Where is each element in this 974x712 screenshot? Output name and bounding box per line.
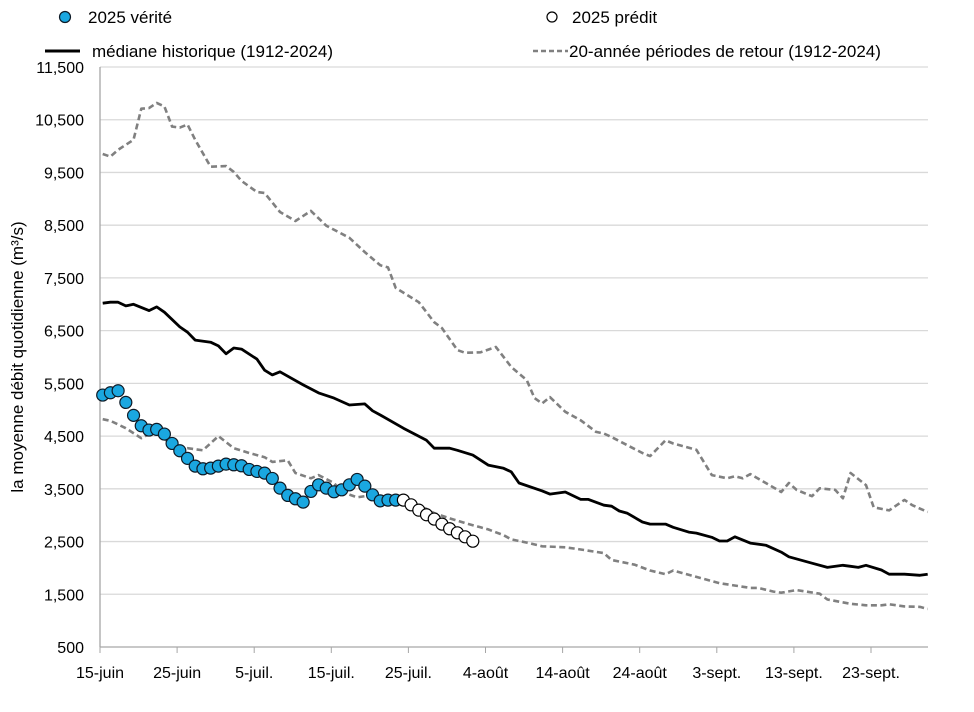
x-tick-label: 23-sept. [842, 665, 900, 682]
y-tick-label: 11,500 [36, 60, 84, 77]
x-tick-label: 15-juil. [308, 665, 355, 682]
series-markers [96, 384, 480, 548]
legend-marker-predicted [546, 11, 558, 23]
observed-point [265, 471, 279, 486]
x-tick-label: 24-août [613, 665, 668, 682]
y-tick-label: 9,500 [44, 165, 84, 182]
median-line [102, 300, 928, 577]
legend-label-return-period: 20-année périodes de retour (1912-2024) [569, 42, 881, 61]
legend-label-median: médiane historique (1912-2024) [92, 42, 333, 61]
observed-point [126, 408, 141, 422]
x-tick-label: 4-août [463, 665, 509, 682]
x-tick-label: 25-juin [153, 665, 201, 682]
legend: 2025 vérité 2025 prédit médiane historiq… [45, 8, 881, 61]
legend-label-observed: 2025 vérité [88, 8, 172, 27]
y-tick-label: 5,500 [44, 376, 84, 393]
x-tick-label: 5-juil. [235, 665, 273, 682]
observed-point [111, 384, 125, 398]
legend-label-predicted: 2025 prédit [572, 8, 657, 27]
y-tick-label: 4,500 [44, 429, 84, 446]
y-tick-label: 2,500 [44, 535, 84, 552]
y-tick-label: 6,500 [44, 324, 84, 341]
observed-point [173, 444, 187, 458]
y-tick-label: 7,500 [44, 271, 84, 288]
gridlines [100, 66, 928, 595]
y-tick-label: 8,500 [44, 218, 84, 235]
y-tick-label: 3,500 [44, 482, 84, 499]
observed-point [358, 479, 372, 493]
x-tick-label: 13-sept. [765, 665, 823, 682]
x-tick-label: 14-août [535, 665, 590, 682]
y-tick-label: 500 [57, 640, 84, 657]
y-tick-label: 1,500 [44, 587, 84, 604]
y-axis-ticks: 500 1,500 2,500 3,500 4,500 5,500 6,500 7,500 8,… [35, 60, 84, 657]
observed-point [157, 427, 171, 441]
x-tick-label: 15-juin [76, 665, 124, 682]
observed-point [296, 495, 310, 509]
series-lines [102, 101, 929, 611]
predicted-point [466, 534, 480, 548]
y-axis-label: la moyenne débit quotidienne (m³/s) [8, 221, 27, 492]
x-tick-label: 3-sept. [692, 665, 741, 682]
observed-point [119, 395, 133, 409]
return-period-line-upper [102, 101, 929, 514]
x-axis-ticks: 15-juin 25-juin 5-juil. 15-juil. 25-juil. 4-a… [76, 647, 900, 682]
return-period-line-lower [102, 417, 929, 611]
legend-marker-observed [58, 10, 72, 24]
observed-point [180, 451, 195, 465]
y-tick-label: 10,500 [35, 113, 84, 130]
x-tick-label: 25-juil. [385, 665, 432, 682]
